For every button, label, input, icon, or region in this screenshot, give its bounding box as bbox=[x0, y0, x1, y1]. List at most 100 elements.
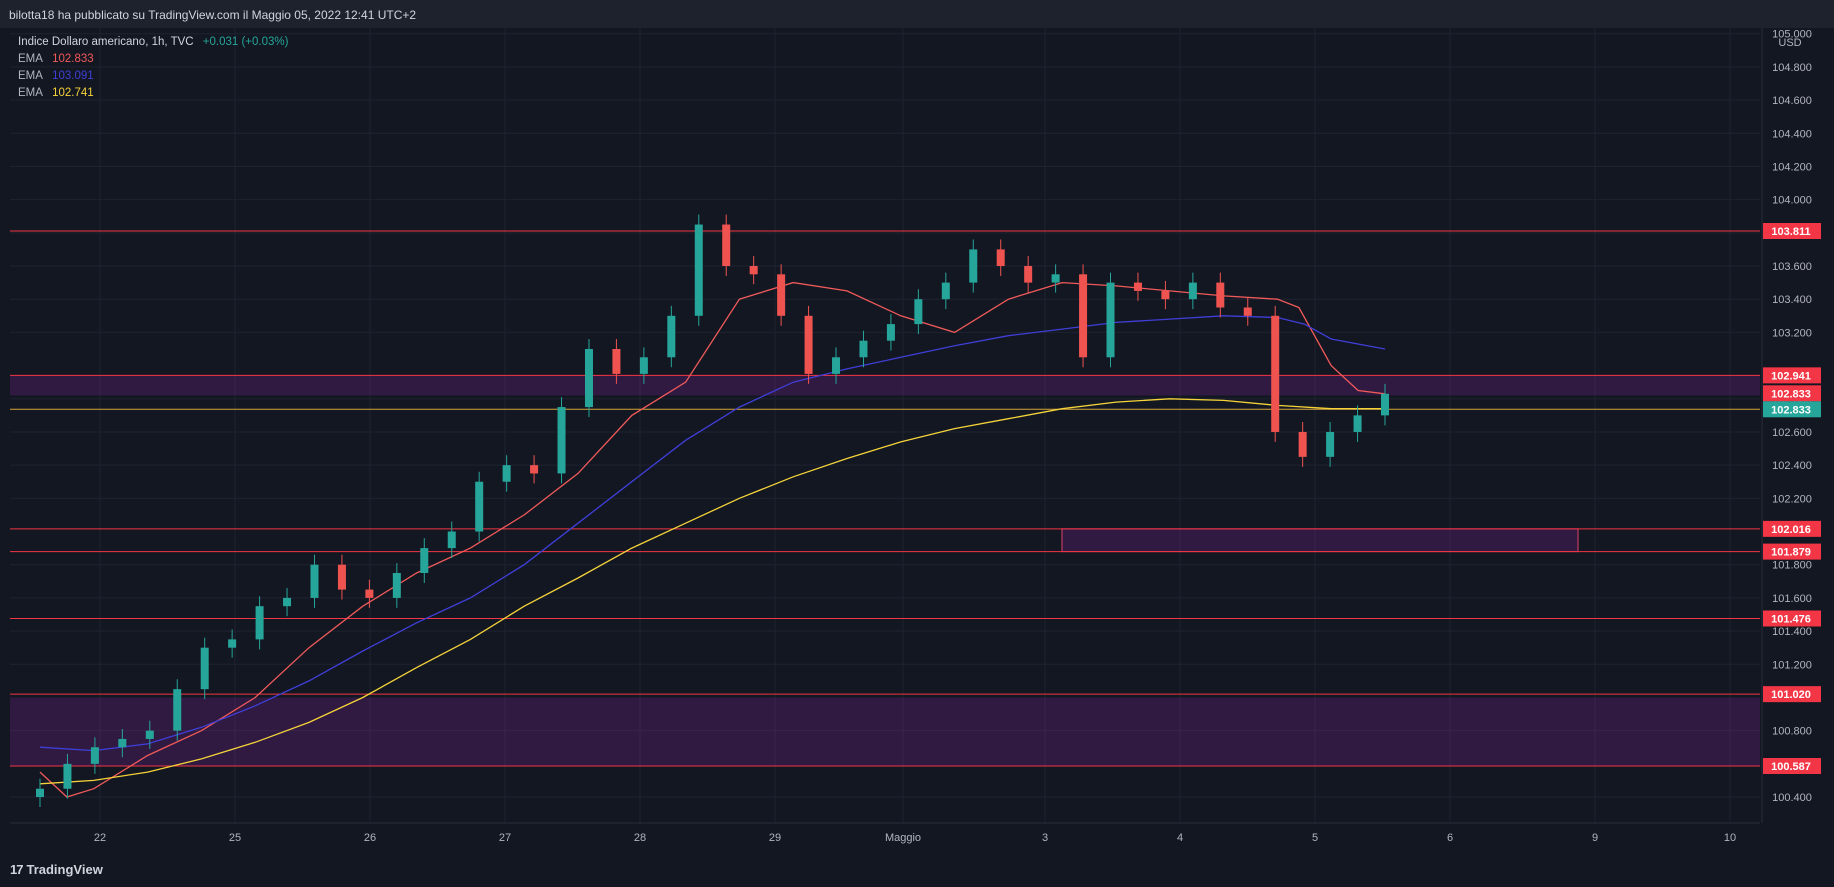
candle-body bbox=[365, 589, 374, 598]
candle-body bbox=[1326, 431, 1335, 457]
candle-body bbox=[63, 763, 72, 789]
price-axis-tick-label: 103.200 bbox=[1772, 327, 1812, 339]
candle-body bbox=[612, 348, 621, 374]
candle-body bbox=[1381, 393, 1389, 416]
level-price-tag-background bbox=[1763, 758, 1821, 774]
chart-legend: Indice Dollaro americano, 1h, TVC +0.031… bbox=[18, 34, 288, 102]
price-axis-tick-label: 105.000 bbox=[1772, 29, 1812, 41]
candle-body bbox=[502, 465, 511, 482]
legend-symbol-row: Indice Dollaro americano, 1h, TVC +0.031… bbox=[18, 34, 288, 51]
candle-body bbox=[200, 647, 209, 690]
candle-body bbox=[392, 573, 401, 598]
level-price-tag-background bbox=[1763, 367, 1821, 384]
candle-body bbox=[777, 274, 786, 316]
time-axis-tick-label: 9 bbox=[1592, 832, 1598, 844]
candle-body bbox=[804, 315, 813, 374]
price-axis-tick-label: 101.400 bbox=[1772, 626, 1812, 638]
candle-body bbox=[584, 348, 593, 408]
legend-ema-value: 103.091 bbox=[52, 70, 94, 82]
level-price-tag-background bbox=[1763, 520, 1821, 537]
legend-ema-row: EMA 103.091 bbox=[18, 68, 288, 85]
candle-body bbox=[1353, 415, 1362, 432]
level-price-tag-background bbox=[1763, 610, 1821, 627]
support-resistance-zone bbox=[10, 697, 1760, 766]
time-axis-tick-label: 28 bbox=[634, 832, 646, 844]
candle-body bbox=[914, 299, 923, 325]
candle-body bbox=[694, 224, 703, 316]
ema-line bbox=[39, 281, 1386, 798]
time-axis-tick-label: 29 bbox=[769, 832, 781, 844]
legend-ema-label: EMA bbox=[18, 53, 43, 65]
candle-body bbox=[420, 548, 429, 574]
candle-body bbox=[283, 597, 292, 607]
candle-body bbox=[475, 481, 484, 532]
ema-price-tag: 102.833 bbox=[1771, 388, 1811, 400]
price-axis-tick-label: 104.800 bbox=[1772, 62, 1812, 74]
price-axis-tick-label: 102.200 bbox=[1772, 493, 1812, 505]
footer: 17 TradingView bbox=[0, 852, 1834, 887]
candle-body bbox=[667, 315, 676, 358]
level-price-tag: 100.587 bbox=[1771, 761, 1811, 773]
price-axis-tick-label: 102.400 bbox=[1772, 460, 1812, 472]
candle-body bbox=[118, 738, 127, 748]
attribution-bar: bilotta18 ha pubblicato su TradingView.c… bbox=[0, 0, 1834, 28]
level-price-tag: 102.016 bbox=[1771, 524, 1811, 536]
candle-body bbox=[337, 564, 346, 590]
level-price-tag-background bbox=[1763, 686, 1821, 703]
candle-body bbox=[749, 266, 758, 275]
candle-body bbox=[1216, 282, 1225, 308]
price-axis-tick-label: 104.000 bbox=[1772, 195, 1812, 207]
price-axis-background bbox=[1762, 28, 1834, 823]
time-axis-tick-label: 10 bbox=[1724, 832, 1736, 844]
price-axis-tick-label: 100.800 bbox=[1772, 726, 1812, 738]
support-resistance-zone bbox=[10, 375, 1760, 396]
price-axis-tick-label: 104.400 bbox=[1772, 128, 1812, 140]
level-price-tag: 101.476 bbox=[1771, 613, 1811, 625]
level-price-tag: 103.811 bbox=[1771, 226, 1810, 238]
legend-ema-row: EMA 102.741 bbox=[18, 85, 288, 102]
level-price-tag: 102.941 bbox=[1771, 370, 1811, 382]
attribution-text: bilotta18 ha pubblicato su TradingView.c… bbox=[9, 8, 417, 22]
time-axis-tick-label: 4 bbox=[1177, 832, 1183, 844]
time-axis-tick-label: 27 bbox=[499, 832, 511, 844]
tradingview-logo[interactable]: 17 TradingView bbox=[10, 862, 103, 877]
current-price-tag: 102.833 bbox=[1771, 404, 1811, 416]
ema-line bbox=[39, 315, 1386, 752]
candle-body bbox=[1243, 307, 1252, 316]
candle-body bbox=[859, 340, 868, 358]
price-axis-tick-label: 103.400 bbox=[1772, 294, 1812, 306]
candle-body bbox=[36, 788, 44, 798]
time-axis-tick-label: 25 bbox=[229, 832, 241, 844]
legend-ema-label: EMA bbox=[18, 87, 43, 99]
tradingview-logo-text: TradingView bbox=[26, 862, 103, 877]
legend-symbol: Indice Dollaro americano, 1h, TVC bbox=[18, 36, 194, 48]
candle-body bbox=[996, 249, 1005, 267]
candle-body bbox=[1024, 266, 1033, 283]
candle-body bbox=[941, 282, 950, 300]
legend-change: +0.031 (+0.03%) bbox=[202, 36, 289, 48]
time-axis-tick-label: Maggio bbox=[885, 832, 921, 844]
candle-body bbox=[722, 224, 731, 267]
candle-body bbox=[1106, 282, 1115, 358]
ema-price-tag-background bbox=[1763, 385, 1821, 402]
support-resistance-zone bbox=[1061, 528, 1579, 553]
candle-body bbox=[1298, 431, 1307, 457]
plot-background bbox=[10, 28, 1760, 823]
candle-body bbox=[228, 639, 237, 648]
price-axis-tick-label: 103.600 bbox=[1772, 261, 1812, 273]
price-axis-tick-label: 101.800 bbox=[1772, 560, 1812, 572]
tradingview-logo-icon: 17 bbox=[10, 862, 24, 877]
time-axis-tick-label: 5 bbox=[1312, 832, 1318, 844]
candle-body bbox=[1161, 290, 1170, 300]
time-axis-tick-label: 26 bbox=[364, 832, 376, 844]
legend-ema-value: 102.833 bbox=[52, 53, 94, 65]
ema-line bbox=[39, 398, 1385, 785]
candle-body bbox=[145, 730, 154, 739]
candle-body bbox=[832, 357, 841, 374]
candle-body bbox=[639, 357, 648, 374]
candle-body bbox=[173, 689, 182, 731]
time-axis-tick-label: 22 bbox=[94, 832, 106, 844]
candle-body bbox=[886, 324, 895, 341]
legend-ema-label: EMA bbox=[18, 70, 43, 82]
